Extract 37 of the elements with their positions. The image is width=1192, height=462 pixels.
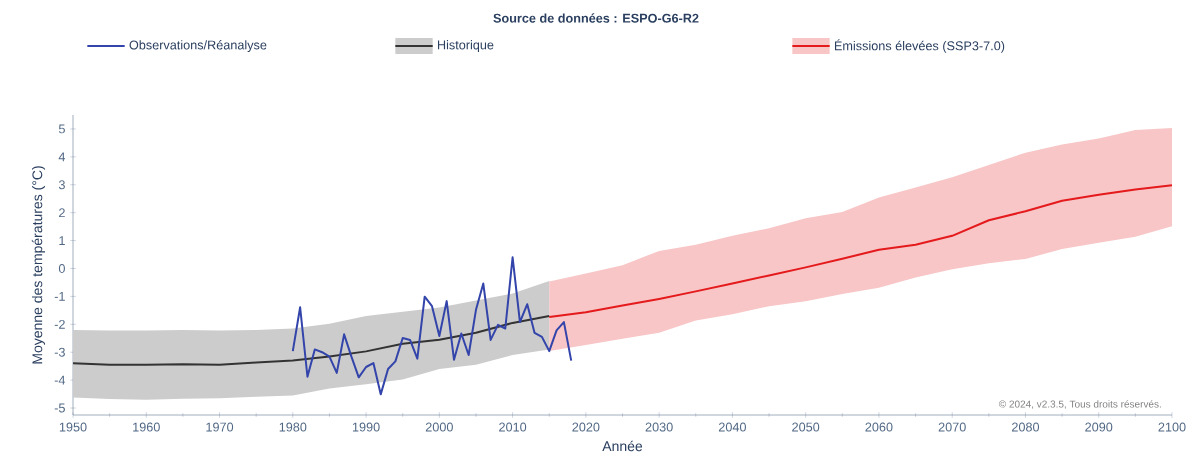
line-series bbox=[548, 184, 1174, 319]
x-tick-label: 2080 bbox=[1012, 422, 1040, 432]
y-tick-label: -4 bbox=[54, 375, 66, 385]
x-tick-label: 2090 bbox=[1085, 422, 1113, 432]
line-series bbox=[291, 256, 573, 396]
x-tick-label: 2010 bbox=[499, 422, 527, 432]
legend-label: Historique bbox=[437, 40, 494, 52]
x-axis-title: Année bbox=[602, 440, 643, 452]
y-tick-label: 3 bbox=[58, 180, 65, 190]
x-tick-label: 2050 bbox=[792, 422, 820, 432]
x-tick-label: 1960 bbox=[133, 422, 160, 432]
y-tick-label: 4 bbox=[58, 152, 66, 162]
x-tick-label: 2060 bbox=[865, 422, 893, 432]
x-tick-label: 2100 bbox=[1158, 422, 1186, 432]
annotation: © 2024, v2.3.5, Tous droits réservés. bbox=[998, 400, 1161, 409]
x-tick-label: 2000 bbox=[425, 422, 453, 432]
legend-label: Émissions élevées (SSP3-7.0) bbox=[834, 39, 1005, 53]
chart-title: Source de données : ESPO-G6-R2 bbox=[493, 13, 699, 23]
x-tick-label: 1990 bbox=[352, 422, 380, 432]
y-tick-label: 5 bbox=[58, 124, 65, 134]
x-tick-label: 2030 bbox=[645, 422, 673, 432]
x-tick-label: 1950 bbox=[59, 422, 87, 432]
line-series bbox=[72, 314, 551, 366]
y-tick-label: -1 bbox=[54, 292, 65, 301]
x-tick-label: 2020 bbox=[572, 422, 600, 432]
x-tick-label: 1980 bbox=[279, 422, 307, 432]
y-tick-label: -5 bbox=[54, 403, 65, 413]
x-tick-label: 1970 bbox=[206, 422, 234, 432]
x-tick-label: 2040 bbox=[718, 422, 746, 432]
y-axis-title: Moyenne des températures (°C) bbox=[31, 166, 46, 364]
y-tick-label: 1 bbox=[59, 236, 65, 245]
y-tick-label: -2 bbox=[54, 319, 65, 329]
y-tick-label: -3 bbox=[54, 347, 65, 357]
y-tick-label: 2 bbox=[59, 208, 65, 218]
x-tick-label: 2070 bbox=[938, 422, 966, 432]
legend-label: Observations/Réanalyse bbox=[129, 40, 267, 52]
y-tick-label: 0 bbox=[58, 264, 65, 273]
